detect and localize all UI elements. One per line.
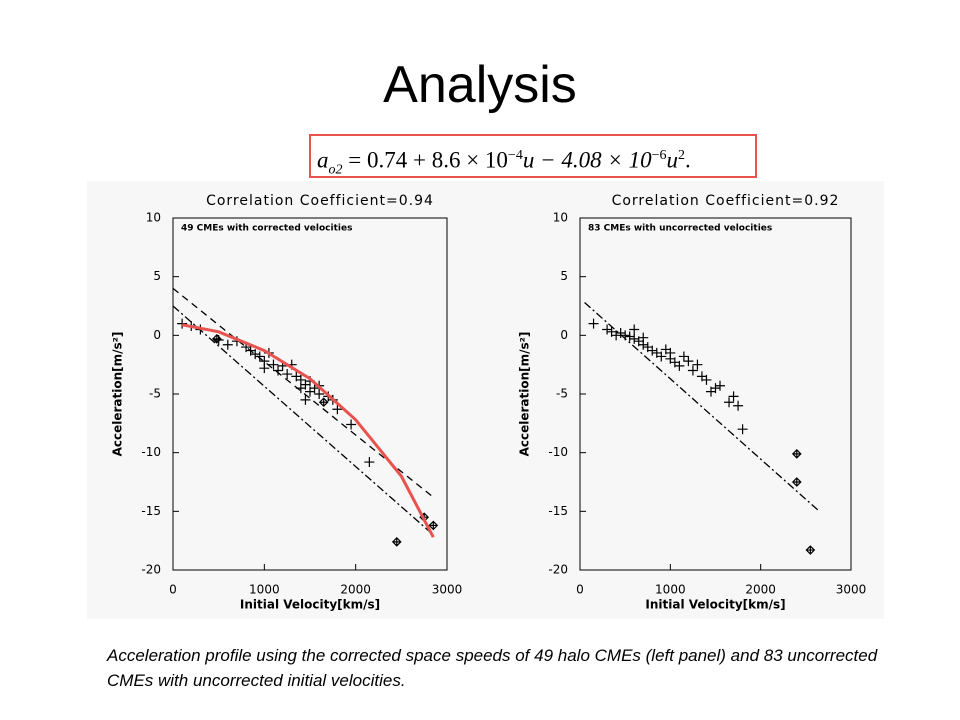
- y-axis-label: Acceleration[m/s²]: [111, 332, 125, 457]
- equation-part: a: [317, 147, 329, 173]
- y-tick-label: -10: [141, 445, 161, 459]
- plus-point: [332, 404, 343, 415]
- plus-point: [273, 365, 284, 376]
- y-tick-label: 10: [146, 211, 161, 225]
- figure-background: [87, 181, 884, 619]
- y-tick-label: 0: [560, 328, 568, 342]
- y-tick-label: -20: [141, 563, 161, 577]
- x-axis-label: Initial Velocity[km/s]: [240, 598, 380, 612]
- fit-line: [584, 301, 820, 512]
- annotation: 83 CMEs with uncorrected velocities: [588, 224, 772, 234]
- plus-point: [624, 331, 635, 342]
- diamond-point: [211, 334, 222, 344]
- x-tick-label: 3000: [836, 583, 867, 597]
- plus-point: [683, 356, 694, 367]
- x-tick-label: 0: [169, 583, 177, 597]
- scatter-chart: Correlation Coefficient=0.94 49 CMEs with…: [111, 193, 463, 612]
- caption: Acceleration profile using the corrected…: [107, 646, 878, 690]
- plus-point: [692, 359, 703, 370]
- scatter-chart: Correlation Coefficient=0.92 83 CMEs with…: [518, 193, 867, 612]
- plus-point: [647, 345, 658, 356]
- slide-title: Analysis: [383, 56, 577, 114]
- y-tick-label: 5: [153, 269, 161, 283]
- plus-point: [674, 360, 685, 371]
- plus-point: [629, 324, 640, 335]
- y-tick-label: 0: [153, 328, 161, 342]
- diamond-point: [428, 520, 439, 531]
- equation-part: = 0.74 + 8.6 × 10: [342, 147, 508, 173]
- y-tick-label: -5: [556, 387, 568, 401]
- plus-point: [737, 424, 748, 435]
- plus-point: [687, 365, 698, 376]
- equation: ao2 = 0.74 + 8.6 × 10−4u − 4.08 × 10−6u2…: [309, 134, 757, 178]
- plus-point: [629, 333, 640, 344]
- plus-point: [588, 318, 599, 329]
- plus-point: [638, 339, 649, 350]
- y-tick-label: 10: [553, 211, 568, 225]
- y-axis-label: Acceleration[m/s²]: [518, 332, 532, 457]
- chart-title: Correlation Coefficient=0.92: [612, 193, 840, 209]
- y-tick-label: 5: [560, 269, 568, 283]
- diamond-point: [791, 448, 802, 459]
- plus-point: [300, 394, 311, 405]
- plus-point: [728, 391, 739, 402]
- equation-part: u: [666, 147, 679, 173]
- equation-part: 2: [678, 148, 686, 163]
- chart-title: Correlation Coefficient=0.94: [206, 193, 434, 209]
- equation-part: o2: [328, 162, 343, 178]
- y-tick-label: -20: [548, 563, 568, 577]
- plus-point: [346, 419, 357, 430]
- plus-point: [615, 327, 626, 338]
- plus-point: [656, 351, 667, 362]
- plus-point: [715, 380, 726, 391]
- fit-line: [181, 323, 435, 538]
- y-tick-label: -10: [548, 445, 568, 459]
- diamond-point: [805, 545, 816, 555]
- equation-part: −6: [651, 148, 667, 163]
- x-axis-label: Initial Velocity[km/s]: [645, 598, 785, 612]
- plus-point: [602, 324, 613, 335]
- fit-line: [172, 305, 434, 536]
- plus-point: [710, 383, 721, 394]
- plus-point: [611, 330, 622, 341]
- plus-point: [254, 351, 265, 362]
- plus-point: [665, 347, 676, 358]
- y-tick-label: -15: [548, 504, 568, 518]
- equation-part: u − 4.08 × 10: [522, 147, 652, 173]
- plus-point: [701, 374, 712, 385]
- y-tick-label: -5: [149, 387, 161, 401]
- plus-point: [733, 400, 744, 411]
- plus-point: [222, 339, 233, 350]
- y-tick-label: -15: [141, 504, 161, 518]
- plus-point: [282, 369, 293, 380]
- equation-part: .: [685, 147, 691, 173]
- plus-point: [724, 397, 735, 408]
- x-tick-label: 0: [576, 583, 584, 597]
- plus-point: [259, 363, 270, 374]
- x-tick-label: 1000: [249, 583, 280, 597]
- diamond-point: [791, 477, 802, 487]
- equation-part: −4: [507, 148, 523, 163]
- plus-point: [177, 318, 188, 329]
- plus-point: [364, 457, 375, 468]
- plus-point: [250, 349, 261, 360]
- diamond-point: [318, 397, 329, 408]
- annotation: 49 CMEs with corrected velocities: [181, 224, 352, 234]
- x-tick-label: 2000: [340, 583, 371, 597]
- plus-point: [268, 359, 279, 370]
- diamond-point: [391, 536, 402, 547]
- x-tick-label: 1000: [655, 583, 686, 597]
- plus-point: [678, 351, 689, 362]
- x-tick-label: 3000: [432, 583, 463, 597]
- x-tick-label: 2000: [745, 583, 776, 597]
